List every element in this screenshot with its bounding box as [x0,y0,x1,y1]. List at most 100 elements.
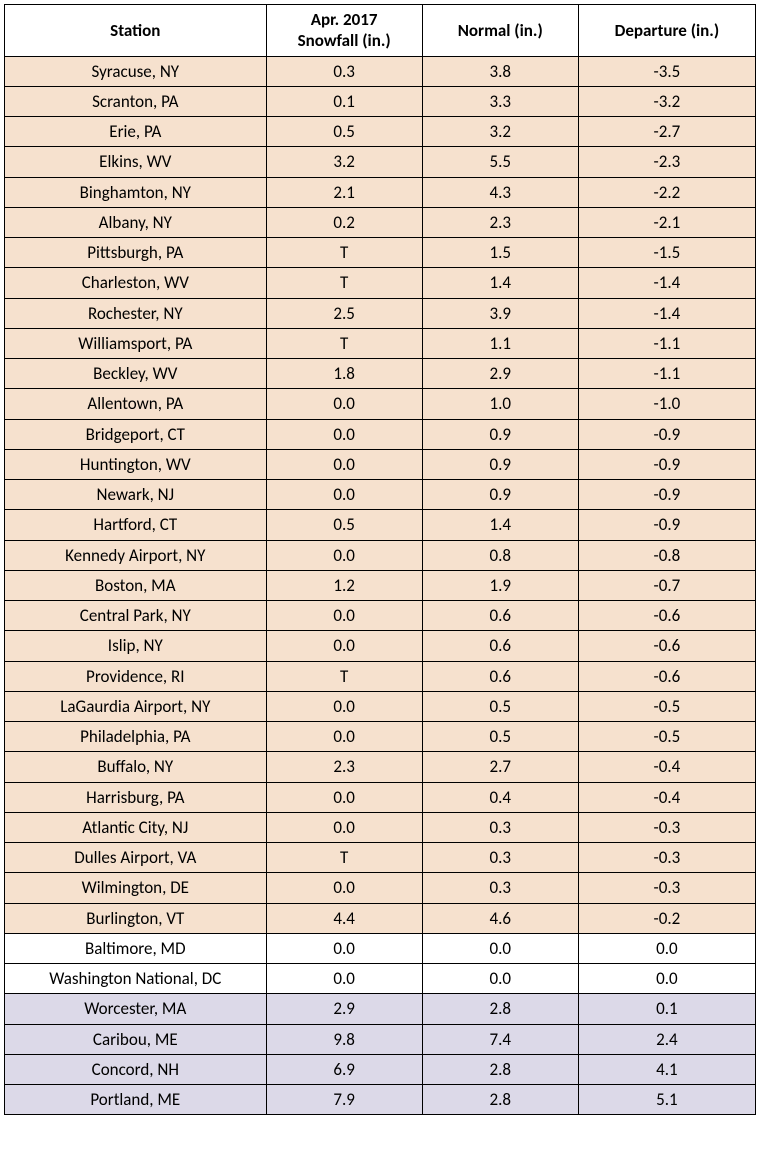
departure-cell: -1.4 [578,268,755,298]
snowfall-cell: 0.0 [266,964,422,994]
station-cell: Newark, NJ [5,480,267,510]
normal-cell: 3.8 [422,56,578,86]
table-row: Baltimore, MD0.00.00.0 [5,933,756,963]
station-cell: Williamsport, PA [5,328,267,358]
station-cell: Huntington, WV [5,449,267,479]
station-cell: Charleston, WV [5,268,267,298]
departure-cell: -0.8 [578,540,755,570]
normal-cell: 1.9 [422,570,578,600]
table-row: Caribou, ME9.87.42.4 [5,1024,756,1054]
snowfall-cell: T [266,843,422,873]
header-departure: Departure (in.) [578,5,755,57]
normal-cell: 2.7 [422,752,578,782]
snowfall-cell: 0.0 [266,782,422,812]
snowfall-cell: 0.0 [266,419,422,449]
departure-cell: -0.6 [578,661,755,691]
departure-cell: -0.5 [578,722,755,752]
normal-cell: 0.3 [422,873,578,903]
normal-cell: 0.4 [422,782,578,812]
departure-cell: -3.2 [578,86,755,116]
departure-cell: -0.2 [578,903,755,933]
departure-cell: 2.4 [578,1024,755,1054]
station-cell: Worcester, MA [5,994,267,1024]
snowfall-cell: 2.5 [266,298,422,328]
table-row: LaGaurdia Airport, NY0.00.5-0.5 [5,691,756,721]
station-cell: Albany, NY [5,207,267,237]
departure-cell: -0.5 [578,691,755,721]
departure-cell: 0.0 [578,933,755,963]
normal-cell: 2.8 [422,994,578,1024]
station-cell: Harrisburg, PA [5,782,267,812]
station-cell: Hartford, CT [5,510,267,540]
snowfall-cell: 0.0 [266,449,422,479]
table-row: Rochester, NY2.53.9-1.4 [5,298,756,328]
snowfall-cell: 0.0 [266,933,422,963]
normal-cell: 0.6 [422,601,578,631]
station-cell: Dulles Airport, VA [5,843,267,873]
normal-cell: 2.8 [422,1085,578,1115]
station-cell: Rochester, NY [5,298,267,328]
station-cell: Caribou, ME [5,1024,267,1054]
header-snowfall: Apr. 2017 Snowfall (in.) [266,5,422,57]
snowfall-cell: 0.0 [266,722,422,752]
normal-cell: 0.6 [422,631,578,661]
snowfall-cell: 0.0 [266,389,422,419]
normal-cell: 1.4 [422,510,578,540]
station-cell: Wilmington, DE [5,873,267,903]
normal-cell: 4.6 [422,903,578,933]
table-row: Newark, NJ0.00.9-0.9 [5,480,756,510]
snowfall-cell: 0.0 [266,691,422,721]
snowfall-cell: 6.9 [266,1054,422,1084]
normal-cell: 0.3 [422,843,578,873]
departure-cell: 0.1 [578,994,755,1024]
table-row: Elkins, WV3.25.5-2.3 [5,147,756,177]
snowfall-cell: T [266,661,422,691]
station-cell: Allentown, PA [5,389,267,419]
departure-cell: -2.7 [578,117,755,147]
station-cell: Boston, MA [5,570,267,600]
header-normal: Normal (in.) [422,5,578,57]
normal-cell: 0.9 [422,419,578,449]
departure-cell: -0.9 [578,510,755,540]
departure-cell: -0.6 [578,601,755,631]
table-header: Station Apr. 2017 Snowfall (in.) Normal … [5,5,756,57]
table-row: Atlantic City, NJ0.00.3-0.3 [5,812,756,842]
table-row: Boston, MA1.21.9-0.7 [5,570,756,600]
table-row: Portland, ME7.92.85.1 [5,1085,756,1115]
departure-cell: 4.1 [578,1054,755,1084]
table-row: Wilmington, DE0.00.3-0.3 [5,873,756,903]
departure-cell: -0.3 [578,873,755,903]
snowfall-cell: 0.2 [266,207,422,237]
table-row: Worcester, MA2.92.80.1 [5,994,756,1024]
snowfall-cell: 2.9 [266,994,422,1024]
station-cell: Kennedy Airport, NY [5,540,267,570]
station-cell: Binghamton, NY [5,177,267,207]
departure-cell: -1.0 [578,389,755,419]
table-row: Binghamton, NY2.14.3-2.2 [5,177,756,207]
normal-cell: 3.2 [422,117,578,147]
table-row: Erie, PA0.53.2-2.7 [5,117,756,147]
departure-cell: -2.3 [578,147,755,177]
station-cell: Islip, NY [5,631,267,661]
departure-cell: -1.5 [578,238,755,268]
departure-cell: -0.4 [578,782,755,812]
normal-cell: 2.8 [422,1054,578,1084]
table-row: Concord, NH6.92.84.1 [5,1054,756,1084]
departure-cell: -2.2 [578,177,755,207]
table-row: Beckley, WV1.82.9-1.1 [5,359,756,389]
table-row: Dulles Airport, VAT0.3-0.3 [5,843,756,873]
snowfall-cell: T [266,268,422,298]
normal-cell: 1.5 [422,238,578,268]
station-cell: Erie, PA [5,117,267,147]
departure-cell: -0.9 [578,449,755,479]
normal-cell: 0.0 [422,933,578,963]
normal-cell: 3.3 [422,86,578,116]
snowfall-cell: 0.3 [266,56,422,86]
normal-cell: 7.4 [422,1024,578,1054]
departure-cell: -0.9 [578,480,755,510]
station-cell: Portland, ME [5,1085,267,1115]
normal-cell: 3.9 [422,298,578,328]
snowfall-cell: 0.0 [266,540,422,570]
departure-cell: -0.6 [578,631,755,661]
departure-cell: 5.1 [578,1085,755,1115]
